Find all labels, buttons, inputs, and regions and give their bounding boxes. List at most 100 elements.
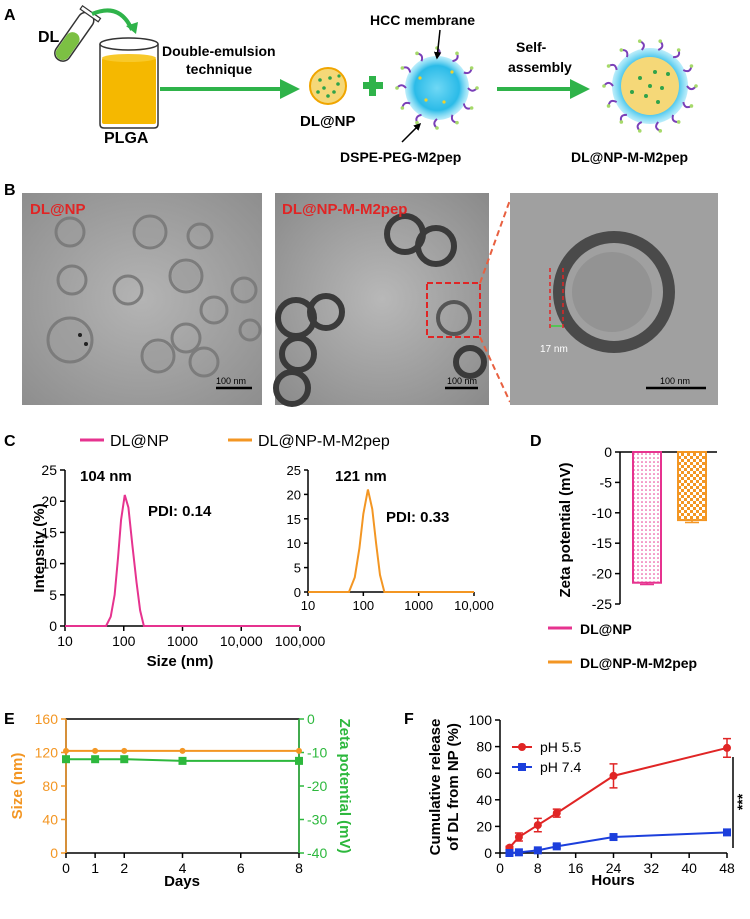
legend-f-marker-2 bbox=[518, 763, 526, 771]
f-x-ticks: 0 8 16 24 32 40 48 bbox=[496, 853, 735, 876]
e-zeta-point bbox=[120, 755, 129, 764]
final-label: DL@NP-M-M2pep bbox=[571, 149, 688, 165]
f-point-ph55 bbox=[533, 821, 542, 830]
e-right-tick-label: -20 bbox=[307, 778, 327, 794]
e-right-tick-label: 0 bbox=[307, 711, 315, 727]
c-inset-y-tick-label: 5 bbox=[294, 561, 301, 576]
np-label: DL@NP bbox=[300, 113, 355, 130]
e-x-ticks: 0 1 2 4 6 8 bbox=[62, 853, 303, 876]
c-x-label: Size (nm) bbox=[147, 653, 214, 670]
step2-line1: Self- bbox=[516, 39, 547, 55]
d-y-tick-label: -15 bbox=[592, 535, 612, 551]
d-y-ticks: 0 -5 -10 -15 -20 -25 bbox=[592, 444, 620, 612]
m2pep-tip bbox=[469, 66, 474, 70]
series-dl-np-m-m2pep bbox=[308, 489, 474, 593]
panel-a-label: A bbox=[4, 7, 16, 24]
step1-line2: technique bbox=[186, 61, 252, 77]
m2pep-tip bbox=[395, 86, 399, 90]
plga-label: PLGA bbox=[104, 130, 149, 147]
e-x-tick-label: 0 bbox=[62, 860, 70, 876]
pour-arrow-head bbox=[126, 22, 138, 34]
f-y-tick-label: 20 bbox=[476, 818, 492, 834]
e-x-tick-label: 6 bbox=[237, 860, 245, 876]
m2pep-tip bbox=[606, 64, 611, 68]
e-zeta-point bbox=[91, 755, 100, 764]
legend-f-label-2: pH 7.4 bbox=[540, 759, 581, 775]
m2pep-tip bbox=[658, 39, 663, 43]
m2pep-tip bbox=[455, 120, 459, 125]
c-inset-y-tick-label: 10 bbox=[287, 536, 301, 551]
f-x-tick-label: 0 bbox=[496, 860, 504, 876]
beaker-icon bbox=[99, 37, 159, 129]
tem2-label: DL@NP-M-M2pep bbox=[282, 201, 407, 218]
c-x-tick-label: 10 bbox=[57, 633, 73, 649]
f-point-ph55 bbox=[514, 833, 523, 842]
m2pep-tip bbox=[658, 129, 663, 133]
d-y-tick-label: -5 bbox=[600, 474, 613, 490]
panel-d-label: D bbox=[530, 433, 542, 450]
m2pep-tip bbox=[475, 86, 479, 90]
legend-f-label-1: pH 5.5 bbox=[540, 739, 581, 755]
c-x-tick-label: 100 bbox=[112, 633, 136, 649]
m2pep-tip bbox=[676, 120, 681, 124]
c-x-tick-label: 1000 bbox=[167, 633, 198, 649]
membrane-vesicle bbox=[395, 46, 479, 130]
e-left-tick-label: 0 bbox=[50, 845, 58, 861]
peg-label: DSPE-PEG-M2pep bbox=[340, 149, 461, 165]
panel-f-label: F bbox=[404, 711, 414, 728]
f-series bbox=[505, 737, 731, 857]
e-right-ticks: 0 -10 -20 -30 -40 bbox=[299, 711, 327, 861]
f-point-ph74 bbox=[533, 846, 542, 855]
e-x-tick-label: 8 bbox=[295, 860, 303, 876]
tem1-label: DL@NP bbox=[30, 201, 85, 218]
e-left-tick-label: 160 bbox=[35, 711, 59, 727]
f-point-ph55 bbox=[552, 809, 561, 818]
d-y-tick-label: -25 bbox=[592, 596, 612, 612]
f-y-label-2: of DL from NP (%) bbox=[445, 723, 462, 851]
significance-label: *** bbox=[734, 793, 750, 810]
step1-line1: Double-emulsion bbox=[162, 43, 276, 59]
e-x-tick-label: 2 bbox=[120, 860, 128, 876]
c-inset-y-tick-label: 15 bbox=[287, 512, 301, 527]
tem2-scale: 100 nm bbox=[447, 376, 477, 386]
membrane-label: HCC membrane bbox=[370, 12, 475, 28]
f-x-tick-label: 16 bbox=[568, 860, 584, 876]
tem1-scale: 100 nm bbox=[216, 376, 246, 386]
c-x-tick-label: 100,000 bbox=[275, 633, 326, 649]
d-y-tick-label: -10 bbox=[592, 505, 612, 521]
e-right-label: Zeta potential (mV) bbox=[336, 718, 353, 853]
m2pep-tip bbox=[694, 84, 698, 88]
dl-label: DL bbox=[38, 29, 60, 46]
f-point-ph55 bbox=[723, 743, 731, 752]
f-point-ph55 bbox=[609, 771, 618, 780]
step2-line2: assembly bbox=[508, 59, 572, 75]
m2pep-tip bbox=[619, 48, 624, 52]
c-pdi1: PDI: 0.14 bbox=[148, 503, 212, 520]
panel-b: B DL@NP 100 nm bbox=[4, 182, 718, 407]
m2pep-tip bbox=[602, 84, 606, 88]
m2pep-tip bbox=[637, 129, 642, 133]
f-y-tick-label: 60 bbox=[476, 765, 492, 781]
m2pep-tip bbox=[676, 48, 681, 52]
m2pep-tip bbox=[415, 120, 419, 125]
c-peak2: 121 nm bbox=[335, 468, 387, 485]
c-inset-x-ticks: 10 100 1000 10,000 bbox=[301, 592, 494, 613]
e-right-tick-label: -40 bbox=[307, 845, 327, 861]
peg-pointer bbox=[401, 122, 422, 143]
f-point-ph74 bbox=[723, 828, 731, 837]
c-y-ticks: 0 5 10 15 20 25 bbox=[41, 462, 65, 634]
e-size-point bbox=[296, 747, 302, 754]
e-size-point bbox=[179, 747, 186, 754]
c-y-label: Intensity (%) bbox=[31, 503, 48, 592]
e-zeta-point bbox=[62, 755, 70, 764]
m2pep-tip bbox=[637, 39, 642, 43]
e-zeta-point bbox=[295, 756, 303, 765]
d-y-tick-label: -20 bbox=[592, 566, 612, 582]
d-y-label: Zeta potential (mV) bbox=[557, 462, 574, 597]
tem-image-dl-np-m-m2pep bbox=[273, 193, 489, 407]
panel-b-label: B bbox=[4, 182, 16, 199]
e-frame bbox=[65, 718, 300, 854]
e-size-point bbox=[92, 747, 99, 754]
